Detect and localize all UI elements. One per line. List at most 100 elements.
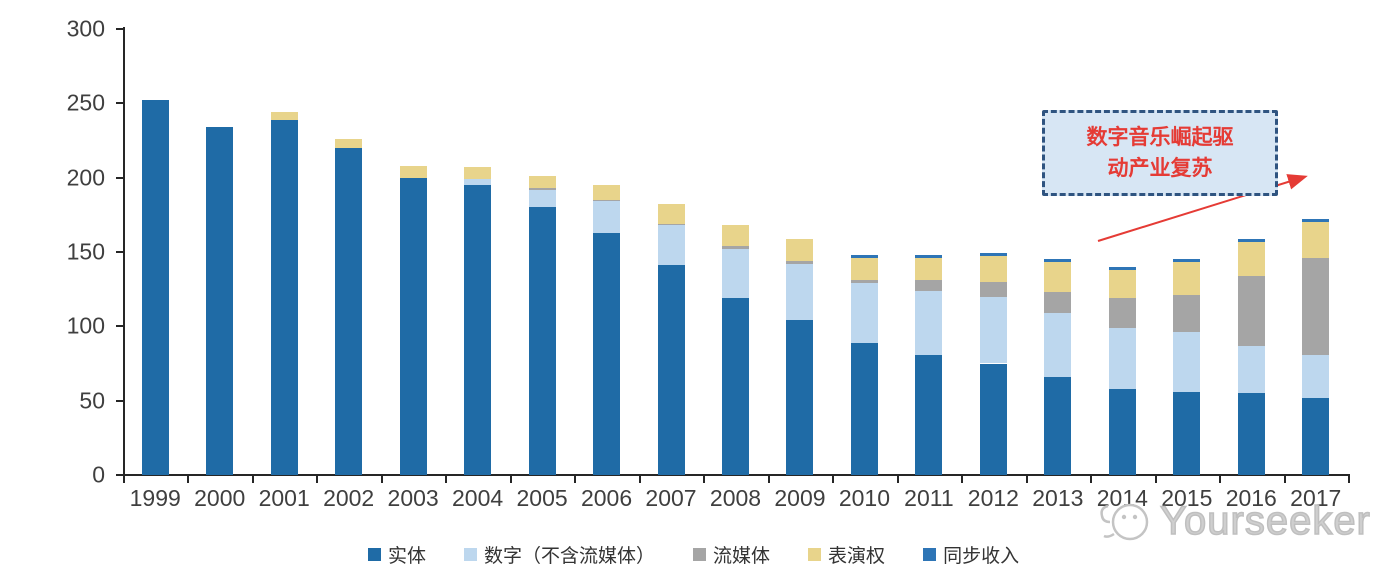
y-axis-tick-label: 300 — [66, 15, 105, 42]
bar-segment-实体 — [786, 320, 814, 475]
bar-segment-数字（不含流媒体） — [657, 225, 685, 266]
y-axis-tick — [116, 399, 123, 402]
x-axis-category-label: 2013 — [1032, 485, 1084, 511]
legend-swatch-icon — [464, 548, 478, 561]
x-axis-category-label: 2000 — [194, 485, 246, 511]
x-axis-tick — [445, 475, 448, 483]
bar-segment-数字（不含流媒体） — [1044, 312, 1072, 377]
bar-segment-实体 — [335, 147, 363, 475]
y-axis-tick-label: 250 — [66, 89, 105, 116]
bar-segment-表演权 — [464, 167, 492, 180]
x-axis-tick — [1219, 475, 1222, 483]
x-axis-tick — [509, 475, 512, 483]
bar-segment-表演权 — [1108, 269, 1136, 299]
x-axis-category-label: 2011 — [904, 485, 954, 511]
bar-segment-数字（不含流媒体） — [464, 179, 492, 186]
annotation-line1: 数字音乐崛起驱 — [1086, 126, 1234, 149]
bar-segment-实体 — [722, 298, 749, 475]
x-axis-category-label: 2012 — [967, 485, 1019, 511]
bar-segment-实体 — [850, 342, 878, 475]
bar-segment-数字（不含流媒体） — [1173, 332, 1201, 392]
legend-label: 表演权 — [828, 546, 886, 567]
bar-segment-实体 — [1237, 393, 1265, 475]
bar-segment-实体 — [141, 100, 169, 475]
x-axis-line — [116, 474, 1350, 476]
bar-segment-表演权 — [850, 257, 878, 281]
bar-segment-流媒体 — [915, 280, 943, 291]
y-axis-tick-label: 0 — [92, 461, 105, 488]
bar-segment-同步收入 — [1302, 219, 1330, 223]
bar-segment-表演权 — [1237, 241, 1265, 276]
y-axis-tick-label: 100 — [66, 312, 105, 339]
legend-label: 数字（不含流媒体） — [484, 546, 656, 567]
bar-segment-同步收入 — [1173, 259, 1201, 263]
x-axis-tick — [703, 475, 706, 483]
bar-segment-同步收入 — [915, 254, 943, 258]
bar-segment-流媒体 — [786, 260, 814, 264]
y-axis-tick-label: 150 — [66, 238, 105, 265]
y-axis-tick — [116, 325, 123, 328]
bar-segment-数字（不含流媒体） — [979, 296, 1007, 364]
x-axis-category-label: 2001 — [258, 485, 310, 511]
bar-segment-表演权 — [722, 225, 749, 247]
bar-segment-同步收入 — [1108, 266, 1136, 270]
legend-swatch-icon — [808, 548, 822, 561]
bar-segment-实体 — [979, 363, 1007, 475]
bar-segment-实体 — [1173, 391, 1201, 475]
x-axis-category-label: 2009 — [774, 485, 826, 511]
legend-swatch-icon — [693, 548, 707, 561]
x-axis-category-label: 2015 — [1161, 485, 1213, 511]
legend-item: 实体 — [368, 541, 426, 568]
bar-segment-流媒体 — [1302, 257, 1330, 355]
legend-label: 同步收入 — [943, 546, 1020, 567]
x-axis-category-label: 2016 — [1225, 485, 1277, 511]
bar-segment-表演权 — [528, 176, 556, 189]
bar-segment-实体 — [915, 354, 943, 475]
x-axis-category-label: 2008 — [709, 485, 762, 511]
x-axis-tick — [1154, 475, 1157, 483]
x-axis-category-label: 2007 — [645, 485, 697, 511]
bar-segment-表演权 — [915, 257, 943, 281]
bar-segment-表演权 — [399, 165, 427, 178]
x-axis-category-label: 2005 — [516, 485, 568, 511]
y-axis-tick — [116, 28, 123, 30]
legend-item: 同步收入 — [923, 541, 1019, 568]
bar-segment-实体 — [399, 177, 427, 475]
bar-segment-实体 — [593, 232, 621, 475]
watermark-text: Yourseeker — [1159, 498, 1371, 544]
x-axis-tick — [896, 475, 899, 483]
x-axis-tick — [380, 475, 383, 483]
bar-segment-流媒体 — [1173, 295, 1201, 333]
x-axis-tick — [767, 475, 770, 483]
bar-segment-同步收入 — [979, 253, 1007, 257]
bar-segment-表演权 — [786, 238, 814, 261]
bar-segment-流媒体 — [1108, 298, 1136, 328]
bar-segment-流媒体 — [850, 280, 878, 284]
x-axis-category-label: 2004 — [452, 485, 504, 511]
x-axis-tick — [574, 475, 577, 483]
y-axis-tick — [116, 251, 123, 253]
y-axis-tick-label: 50 — [79, 387, 105, 414]
bar-segment-同步收入 — [1237, 238, 1265, 242]
bar-segment-流媒体 — [1237, 275, 1265, 346]
bar-segment-数字（不含流媒体） — [1302, 354, 1330, 398]
bar-segment-流媒体 — [657, 223, 685, 226]
bar-segment-实体 — [657, 265, 685, 475]
x-axis-tick — [316, 475, 319, 483]
bar-segment-数字（不含流媒体） — [593, 201, 621, 233]
bar-segment-实体 — [464, 185, 492, 475]
legend-item: 表演权 — [808, 541, 885, 568]
bar-segment-数字（不含流媒体） — [915, 290, 943, 355]
bar-segment-同步收入 — [850, 254, 878, 258]
bar-segment-流媒体 — [979, 281, 1007, 297]
watermark: Yourseeker — [1094, 496, 1371, 546]
bar-segment-数字（不含流媒体） — [528, 189, 556, 208]
bar-segment-表演权 — [270, 112, 298, 120]
x-axis-tick — [251, 475, 254, 483]
legend-swatch-icon — [923, 548, 937, 561]
bar-segment-表演权 — [593, 185, 621, 200]
y-axis-line — [123, 27, 125, 477]
x-axis-tick — [187, 475, 190, 483]
bar-segment-数字（不含流媒体） — [1108, 327, 1136, 389]
bar-segment-数字（不含流媒体） — [786, 263, 814, 321]
